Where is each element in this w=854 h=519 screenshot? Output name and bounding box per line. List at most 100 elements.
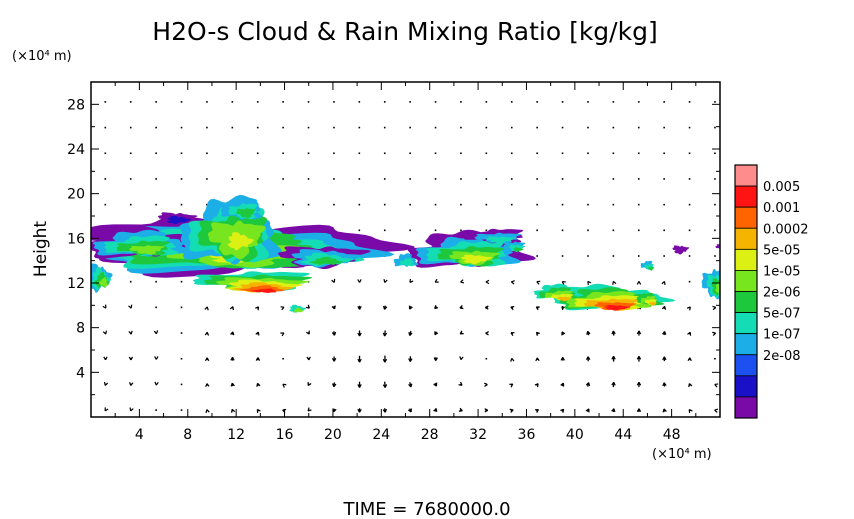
vector-head [510, 332, 514, 337]
vector-dot [663, 152, 665, 155]
colorbar-swatch [734, 227, 758, 250]
vector-head [510, 358, 513, 362]
vector-head [636, 408, 640, 412]
wind-vectors [102, 101, 719, 414]
vector-dot [434, 152, 437, 155]
vector-dot [485, 152, 488, 155]
vector-head [130, 304, 133, 309]
vector-dot [587, 203, 589, 206]
vector-dot [383, 126, 386, 129]
colorbar-label: 0.0002 [763, 222, 809, 237]
vector-head [359, 358, 362, 363]
x-axis-unit: (×10⁴ m) [652, 447, 712, 462]
vector-dot [282, 203, 284, 206]
vector-head [307, 383, 312, 387]
vector-head [509, 408, 514, 411]
vector-head [384, 332, 388, 337]
x-tick-label: 4 [135, 427, 144, 443]
vector-dot [129, 152, 132, 155]
vector-dot [637, 255, 640, 257]
vector-dot [561, 229, 564, 232]
vector-head [687, 357, 691, 362]
vector-head [204, 306, 208, 310]
vector-dot [409, 203, 411, 206]
vector-dot [206, 126, 208, 129]
vector-head [485, 332, 489, 336]
vector-dot [561, 152, 564, 155]
vector-head [636, 281, 640, 285]
vector-head [636, 381, 640, 386]
y-tick-label: 4 [76, 365, 85, 381]
colorbar-label: 5e-07 [763, 307, 801, 322]
vector-head [661, 281, 665, 285]
vector-dot [383, 178, 386, 180]
vector-dot [409, 101, 411, 103]
vector-head [104, 382, 109, 386]
vector-dot [460, 203, 462, 206]
colorbar-label: 1e-05 [763, 264, 801, 279]
x-tick-label: 40 [566, 427, 584, 443]
cloud-contour-band [557, 296, 572, 302]
vector-dot [180, 280, 183, 283]
vector-dot [485, 229, 488, 232]
colorbar-label: 0.001 [763, 201, 800, 216]
vector-dot [510, 203, 513, 206]
colorbar-swatch [734, 206, 758, 229]
vector-head [536, 281, 540, 285]
vector-dot [688, 203, 691, 206]
cloud-contour-band [98, 277, 108, 288]
vector-dot [536, 178, 538, 180]
colorbar-swatch [734, 185, 758, 208]
vector-dot [180, 152, 183, 155]
vector-dot [180, 101, 183, 103]
vector-head [661, 305, 666, 310]
vector-dot [434, 229, 437, 232]
vector-dot [612, 203, 615, 206]
vector-dot [307, 152, 310, 155]
vector-dot [155, 152, 157, 155]
vector-dot [460, 229, 462, 232]
vector-dot [612, 178, 615, 180]
vector-dot [206, 178, 208, 180]
vector-dot [256, 152, 259, 155]
vector-dot [536, 101, 538, 103]
vector-dot [485, 101, 488, 103]
vector-head [636, 330, 640, 335]
vector-dot [180, 203, 183, 206]
vector-head [130, 408, 134, 412]
vector-head [485, 281, 490, 285]
vector-dot [129, 203, 132, 206]
vector-dot [460, 178, 462, 180]
vector-dot [663, 101, 665, 103]
vector-head [204, 331, 208, 336]
vector-head [384, 384, 388, 388]
vector-head [611, 355, 615, 360]
vector-head [460, 281, 465, 284]
vector-head [510, 281, 515, 285]
vector-dot [155, 178, 157, 180]
vector-head [384, 279, 388, 283]
cloud-contour-band [604, 305, 631, 311]
vector-dot [206, 203, 208, 206]
vector-dot [409, 229, 411, 232]
vector-dot [155, 280, 157, 283]
vector-dot [612, 126, 615, 129]
cloud-contour-band [649, 301, 657, 306]
vector-dot [714, 126, 716, 129]
cloud-contour-band [236, 208, 256, 219]
vector-head [535, 332, 538, 336]
vector-dot [637, 152, 640, 155]
vector-head [587, 281, 589, 286]
y-tick-label: 8 [76, 321, 85, 337]
vector-dot [206, 152, 208, 155]
vector-dot [358, 101, 361, 103]
x-tick-label: 28 [421, 427, 439, 443]
colorbar-swatch [734, 291, 758, 313]
vector-dot [409, 152, 411, 155]
cloud-contour-band [309, 256, 344, 265]
cloud-contour-band [648, 266, 655, 271]
vector-dot [383, 203, 386, 206]
vector-dot [714, 203, 716, 206]
vector-head [714, 384, 718, 388]
vector-dot [104, 126, 107, 129]
